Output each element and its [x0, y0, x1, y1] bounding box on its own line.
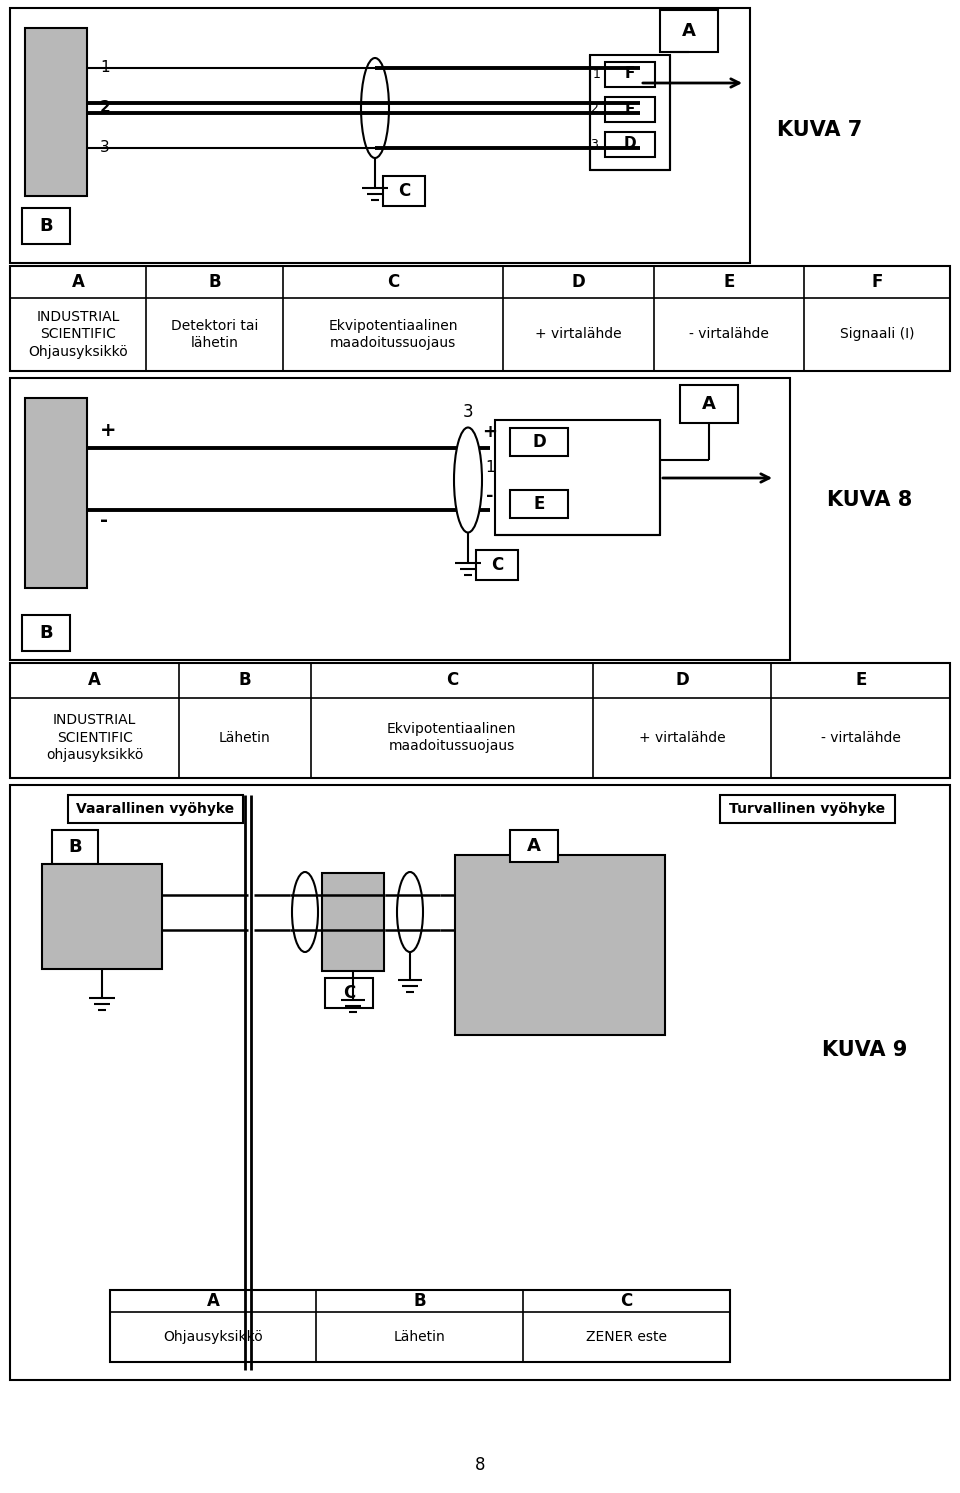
Bar	[605, 63, 655, 87]
Text: D: D	[675, 672, 689, 690]
Text: A: A	[72, 273, 84, 291]
Text: C: C	[620, 1291, 633, 1309]
Bar	[510, 490, 568, 518]
Text: Detektori tai
lähetin: Detektori tai lähetin	[171, 318, 258, 349]
Text: B: B	[208, 273, 221, 291]
Bar	[10, 7, 750, 263]
Text: +: +	[483, 423, 497, 440]
Text: 3 .: 3 .	[591, 137, 607, 151]
Bar	[455, 855, 665, 1035]
Bar	[10, 266, 950, 370]
Text: D: D	[572, 273, 586, 291]
Text: 1: 1	[100, 61, 109, 76]
Text: INDUSTRIAL
SCIENTIFIC
Ohjausyksikkö: INDUSTRIAL SCIENTIFIC Ohjausyksikkö	[28, 311, 128, 358]
Text: INDUSTRIAL
SCIENTIFIC
ohjausyksikkö: INDUSTRIAL SCIENTIFIC ohjausyksikkö	[46, 714, 143, 761]
Bar	[590, 55, 670, 170]
Text: + virtalähde: + virtalähde	[536, 327, 622, 342]
Text: E: E	[625, 102, 636, 116]
Bar	[680, 385, 738, 423]
Ellipse shape	[361, 58, 389, 158]
Text: A: A	[88, 672, 101, 690]
Bar	[10, 785, 950, 1380]
Text: C: C	[387, 273, 399, 291]
Bar	[605, 97, 655, 122]
Bar	[322, 873, 384, 970]
Text: 3: 3	[463, 403, 473, 421]
Bar	[383, 176, 425, 206]
Text: F: F	[625, 67, 636, 82]
Text: 1: 1	[485, 460, 494, 475]
Text: - virtalähde: - virtalähde	[689, 327, 769, 342]
Text: C: C	[491, 555, 503, 573]
Text: Ekvipotentiaalinen
maadoitussuojaus: Ekvipotentiaalinen maadoitussuojaus	[387, 723, 516, 754]
Text: - virtalähde: - virtalähde	[821, 730, 900, 745]
Text: KUVA 7: KUVA 7	[778, 119, 863, 140]
Text: D: D	[624, 136, 636, 151]
Text: 1: 1	[593, 67, 601, 81]
Text: A: A	[527, 838, 540, 855]
Bar	[660, 10, 718, 52]
Text: Vaarallinen vyöhyke: Vaarallinen vyöhyke	[76, 802, 234, 817]
Text: -: -	[100, 511, 108, 530]
Text: B: B	[239, 672, 252, 690]
Text: B: B	[39, 624, 53, 642]
Text: E: E	[724, 273, 734, 291]
Text: C: C	[343, 984, 355, 1002]
Text: C: C	[397, 182, 410, 200]
Bar	[25, 399, 87, 588]
Bar	[68, 794, 243, 823]
Bar	[325, 978, 373, 1008]
Text: 2: 2	[100, 100, 110, 115]
Bar	[10, 663, 950, 778]
Text: -: -	[487, 487, 493, 505]
Bar	[25, 28, 87, 196]
Text: Lähetin: Lähetin	[394, 1330, 445, 1344]
Bar	[52, 830, 98, 864]
Text: A: A	[682, 22, 696, 40]
Ellipse shape	[292, 872, 318, 953]
Text: ZENER este: ZENER este	[586, 1330, 667, 1344]
Text: +: +	[100, 421, 116, 439]
Text: A: A	[702, 396, 716, 414]
Bar	[42, 864, 162, 969]
Text: + virtalähde: + virtalähde	[638, 730, 726, 745]
Text: Signaali (I): Signaali (I)	[840, 327, 914, 342]
Text: KUVA 9: KUVA 9	[823, 1041, 908, 1060]
Text: 8: 8	[475, 1456, 485, 1474]
Bar	[22, 615, 70, 651]
Ellipse shape	[397, 872, 423, 953]
Text: D: D	[532, 433, 546, 451]
Text: KUVA 8: KUVA 8	[828, 490, 913, 511]
Ellipse shape	[454, 427, 482, 533]
Bar	[22, 208, 70, 243]
Text: B: B	[414, 1291, 426, 1309]
Bar	[720, 794, 895, 823]
Text: B: B	[39, 216, 53, 234]
Text: F: F	[872, 273, 883, 291]
Text: 3: 3	[100, 140, 109, 155]
Text: C: C	[445, 672, 458, 690]
Bar	[605, 131, 655, 157]
Bar	[110, 1290, 730, 1362]
Text: E: E	[855, 672, 866, 690]
Text: Ekvipotentiaalinen
maadoitussuojaus: Ekvipotentiaalinen maadoitussuojaus	[328, 318, 458, 349]
Text: Ohjausyksikkö: Ohjausyksikkö	[163, 1330, 263, 1344]
Text: Turvallinen vyöhyke: Turvallinen vyöhyke	[729, 802, 885, 817]
Bar	[495, 420, 660, 534]
Text: E: E	[534, 496, 544, 514]
Text: A: A	[206, 1291, 220, 1309]
Text: B: B	[68, 838, 82, 855]
Text: 2 :: 2 :	[591, 103, 607, 115]
Bar	[510, 830, 558, 861]
Text: Lähetin: Lähetin	[219, 730, 271, 745]
Bar	[510, 428, 568, 455]
Bar	[10, 378, 790, 660]
Bar	[476, 549, 518, 579]
